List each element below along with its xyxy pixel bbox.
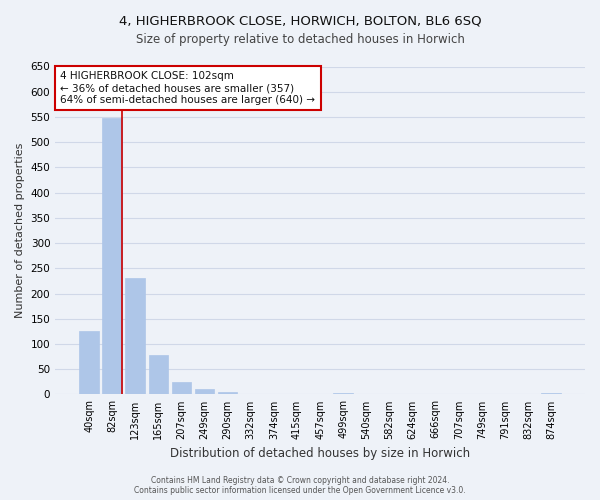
Text: Contains HM Land Registry data © Crown copyright and database right 2024.
Contai: Contains HM Land Registry data © Crown c…	[134, 476, 466, 495]
Text: 4 HIGHERBROOK CLOSE: 102sqm
← 36% of detached houses are smaller (357)
64% of se: 4 HIGHERBROOK CLOSE: 102sqm ← 36% of det…	[61, 72, 316, 104]
Text: Size of property relative to detached houses in Horwich: Size of property relative to detached ho…	[136, 32, 464, 46]
Y-axis label: Number of detached properties: Number of detached properties	[15, 143, 25, 318]
Bar	[195, 390, 214, 394]
Bar	[103, 118, 122, 394]
Bar	[79, 332, 99, 394]
Bar	[172, 382, 191, 394]
Bar	[334, 393, 353, 394]
X-axis label: Distribution of detached houses by size in Horwich: Distribution of detached houses by size …	[170, 447, 470, 460]
Bar	[125, 278, 145, 394]
Bar	[218, 392, 238, 394]
Bar	[149, 355, 168, 395]
Bar	[541, 393, 561, 394]
Text: 4, HIGHERBROOK CLOSE, HORWICH, BOLTON, BL6 6SQ: 4, HIGHERBROOK CLOSE, HORWICH, BOLTON, B…	[119, 15, 481, 28]
